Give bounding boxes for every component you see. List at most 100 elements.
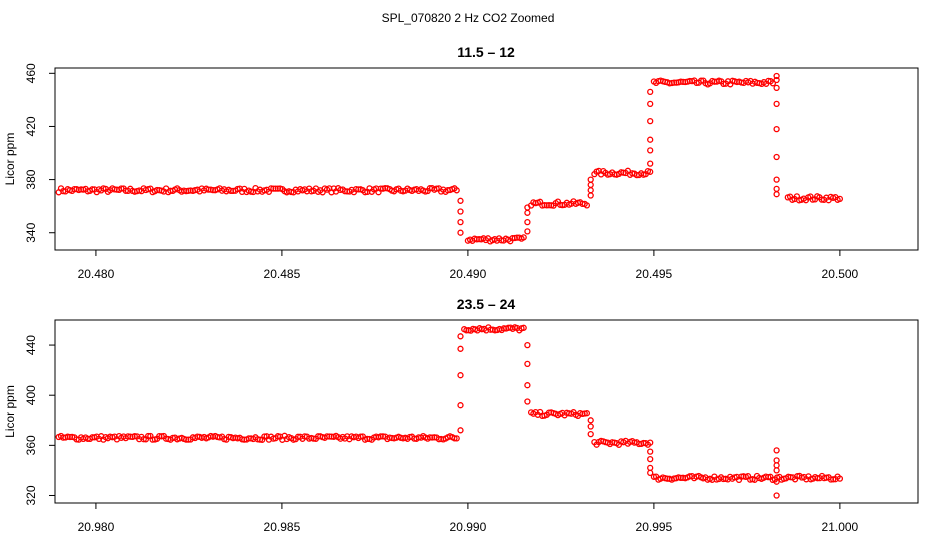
data-point [457, 402, 464, 409]
data-point [836, 195, 844, 203]
data-point [524, 228, 531, 235]
data-point [769, 80, 777, 87]
data-point [520, 324, 527, 331]
data-point [524, 382, 531, 389]
x-tick-label: 20.490 [450, 267, 487, 281]
data-point [261, 433, 268, 440]
data-point [773, 125, 780, 133]
x-tick-label: 20.990 [450, 520, 487, 534]
bottom-panel: 23.5 – 24 Licor ppm 20.980 20.985 20.990 20… [3, 296, 919, 534]
bottom-panel-data-points [55, 324, 844, 499]
data-point [524, 204, 531, 211]
data-point [773, 467, 780, 474]
top-panel-data-points [55, 72, 844, 245]
data-point [773, 447, 780, 454]
data-point [773, 153, 780, 161]
y-tick-label: 400 [24, 385, 38, 405]
data-point [145, 432, 152, 440]
data-point [587, 423, 594, 430]
data-point [773, 72, 780, 80]
top-panel-y-axis-label: Licor ppm [3, 133, 17, 186]
data-point [89, 186, 96, 193]
data-point [647, 100, 654, 108]
top-panel-plot-frame [54, 67, 919, 251]
data-point [583, 202, 591, 209]
y-tick-label: 360 [24, 435, 38, 455]
data-point [457, 197, 464, 204]
data-point [457, 218, 464, 226]
data-point [650, 473, 658, 480]
data-point [809, 196, 816, 203]
figure-title: SPL_070820 2 Hz CO2 Zoomed [382, 11, 555, 25]
x-tick-label: 20.485 [264, 267, 301, 281]
data-point [647, 469, 654, 477]
data-point [457, 427, 464, 434]
bottom-panel-plot-frame [54, 319, 919, 504]
data-point [647, 455, 654, 463]
data-point [524, 360, 531, 368]
top-panel: 11.5 – 12 Licor ppm 20.480 20.485 20.490 20… [3, 44, 919, 281]
x-tick-label: 20.480 [78, 267, 115, 281]
data-point [647, 448, 654, 455]
data-point [583, 410, 591, 417]
y-tick-label: 420 [24, 116, 38, 136]
x-tick-label: 20.985 [264, 520, 301, 534]
data-point [647, 147, 654, 154]
top-panel-title: 11.5 – 12 [457, 44, 515, 60]
data-point [647, 88, 654, 96]
data-point [453, 187, 460, 194]
data-point [457, 333, 464, 340]
y-tick-label: 380 [24, 169, 38, 189]
y-tick-label: 320 [24, 485, 38, 505]
data-point [457, 372, 464, 379]
data-point [357, 433, 364, 440]
data-point [647, 160, 654, 167]
data-point [647, 439, 654, 446]
data-point [433, 185, 440, 192]
bottom-panel-title: 23.5 – 24 [457, 296, 516, 312]
data-point [457, 208, 464, 215]
data-point [773, 191, 780, 198]
bottom-panel-y-axis-label: Licor ppm [3, 385, 17, 438]
y-tick-label: 460 [24, 63, 38, 83]
data-point [773, 84, 780, 92]
top-panel-axes: 20.480 20.485 20.490 20.495 20.500 340 380 420 4… [24, 63, 859, 281]
data-point [379, 433, 387, 440]
data-point [647, 117, 654, 125]
data-point [457, 229, 464, 236]
data-point [131, 433, 138, 440]
y-tick-label: 340 [24, 222, 38, 242]
data-point [587, 176, 594, 183]
data-point [773, 76, 780, 84]
data-point [520, 234, 527, 241]
x-tick-label: 20.495 [636, 267, 673, 281]
x-tick-label: 20.980 [78, 520, 115, 534]
y-tick-label: 440 [24, 335, 38, 355]
data-point [773, 492, 780, 499]
data-point [773, 478, 780, 485]
data-point [773, 176, 780, 183]
data-point [247, 188, 255, 195]
data-point [830, 476, 837, 483]
x-tick-label: 20.500 [822, 267, 859, 281]
data-point [720, 80, 727, 88]
data-point [524, 341, 531, 349]
x-tick-label: 21.000 [822, 520, 859, 534]
data-point [451, 435, 458, 442]
x-tick-label: 20.995 [636, 520, 673, 534]
data-point [256, 436, 264, 443]
data-point [647, 168, 654, 175]
data-point [836, 475, 844, 482]
data-point [647, 136, 654, 143]
data-point [524, 218, 531, 226]
data-point [140, 436, 147, 443]
bottom-panel-axes: 20.980 20.985 20.990 20.995 21.000 320 360 400 4… [24, 335, 859, 534]
data-point [453, 435, 460, 442]
data-point [524, 398, 531, 405]
data-point [457, 345, 464, 352]
data-point [773, 100, 780, 108]
data-point [587, 417, 594, 424]
data-point [587, 430, 594, 438]
